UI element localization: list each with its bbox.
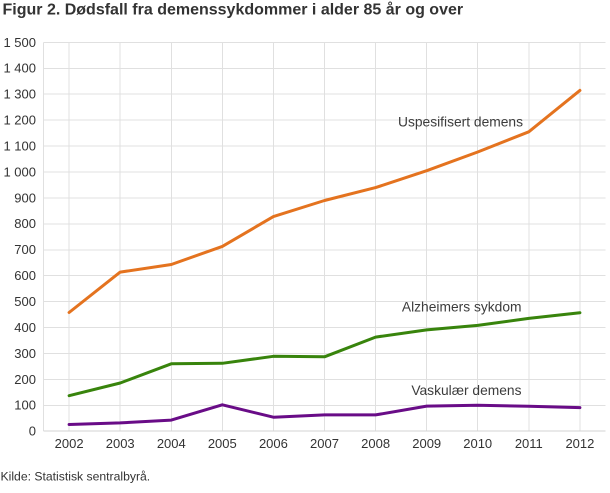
svg-text:2012: 2012 xyxy=(565,436,594,451)
svg-text:500: 500 xyxy=(14,294,36,309)
svg-text:1 400: 1 400 xyxy=(3,61,36,76)
svg-text:1 300: 1 300 xyxy=(3,87,36,102)
svg-text:900: 900 xyxy=(14,190,36,205)
svg-text:Alzheimers sykdom: Alzheimers sykdom xyxy=(402,300,522,315)
svg-text:2005: 2005 xyxy=(208,436,237,451)
svg-text:2006: 2006 xyxy=(259,436,288,451)
svg-text:2002: 2002 xyxy=(55,436,84,451)
svg-text:2010: 2010 xyxy=(463,436,492,451)
svg-text:2009: 2009 xyxy=(412,436,441,451)
svg-text:1 200: 1 200 xyxy=(3,113,36,128)
svg-text:1 100: 1 100 xyxy=(3,139,36,154)
svg-text:2007: 2007 xyxy=(310,436,339,451)
svg-text:2011: 2011 xyxy=(515,436,543,451)
svg-text:Vaskulær demens: Vaskulær demens xyxy=(411,383,521,398)
svg-text:200: 200 xyxy=(14,372,36,387)
svg-text:800: 800 xyxy=(14,216,36,231)
svg-text:2008: 2008 xyxy=(361,436,390,451)
svg-text:700: 700 xyxy=(14,242,36,257)
svg-text:2004: 2004 xyxy=(157,436,186,451)
svg-text:300: 300 xyxy=(14,346,36,361)
svg-text:600: 600 xyxy=(14,268,36,283)
svg-text:1 000: 1 000 xyxy=(3,164,36,179)
svg-text:Kilde: Statistisk sentralbyrå.: Kilde: Statistisk sentralbyrå. xyxy=(1,469,151,483)
svg-text:400: 400 xyxy=(14,320,36,335)
svg-text:1 500: 1 500 xyxy=(3,35,36,50)
svg-text:2003: 2003 xyxy=(106,436,135,451)
svg-text:0: 0 xyxy=(29,424,36,439)
svg-text:100: 100 xyxy=(14,398,36,413)
svg-text:Figur 2. Dødsfall fra demenssy: Figur 2. Dødsfall fra demenssykdommer i … xyxy=(3,1,464,19)
svg-text:Uspesifisert demens: Uspesifisert demens xyxy=(398,114,523,129)
